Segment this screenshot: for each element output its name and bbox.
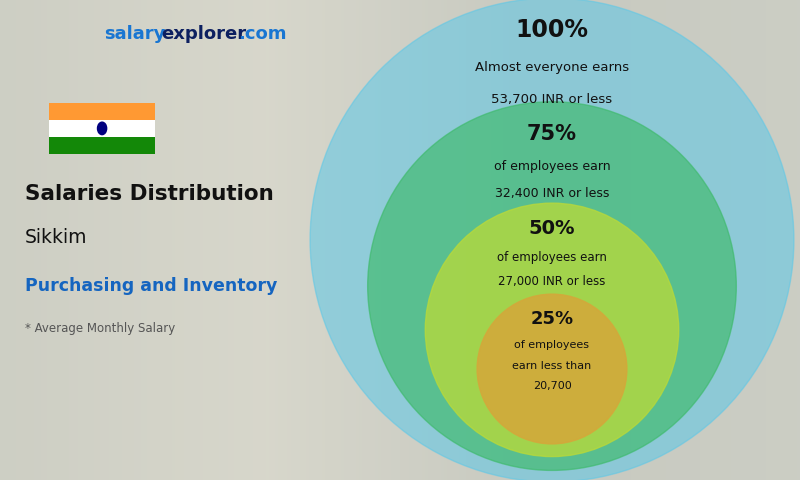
Circle shape bbox=[310, 0, 794, 480]
Circle shape bbox=[98, 122, 106, 134]
Text: 50%: 50% bbox=[529, 219, 575, 238]
Text: of employees: of employees bbox=[514, 340, 590, 350]
Text: 100%: 100% bbox=[515, 18, 589, 42]
Circle shape bbox=[426, 203, 678, 456]
Text: explorer: explorer bbox=[162, 24, 246, 43]
Text: Salaries Distribution: Salaries Distribution bbox=[25, 184, 274, 204]
Text: of employees earn: of employees earn bbox=[497, 251, 607, 264]
Text: 32,400 INR or less: 32,400 INR or less bbox=[495, 187, 609, 201]
Circle shape bbox=[368, 102, 736, 470]
Text: .com: .com bbox=[238, 24, 287, 43]
Text: of employees earn: of employees earn bbox=[494, 160, 610, 173]
Text: * Average Monthly Salary: * Average Monthly Salary bbox=[25, 322, 175, 336]
Text: earn less than: earn less than bbox=[512, 360, 592, 371]
Text: 25%: 25% bbox=[530, 311, 574, 328]
Text: 75%: 75% bbox=[527, 124, 577, 144]
Text: 53,700 INR or less: 53,700 INR or less bbox=[491, 93, 613, 106]
Text: Almost everyone earns: Almost everyone earns bbox=[475, 60, 629, 74]
FancyBboxPatch shape bbox=[50, 103, 155, 120]
Text: 27,000 INR or less: 27,000 INR or less bbox=[498, 275, 606, 288]
Text: Purchasing and Inventory: Purchasing and Inventory bbox=[25, 276, 277, 295]
FancyBboxPatch shape bbox=[50, 137, 155, 154]
Text: salary: salary bbox=[104, 24, 166, 43]
Text: Sikkim: Sikkim bbox=[25, 228, 87, 247]
FancyBboxPatch shape bbox=[50, 120, 155, 137]
Circle shape bbox=[477, 294, 627, 444]
Text: 20,700: 20,700 bbox=[533, 381, 571, 391]
